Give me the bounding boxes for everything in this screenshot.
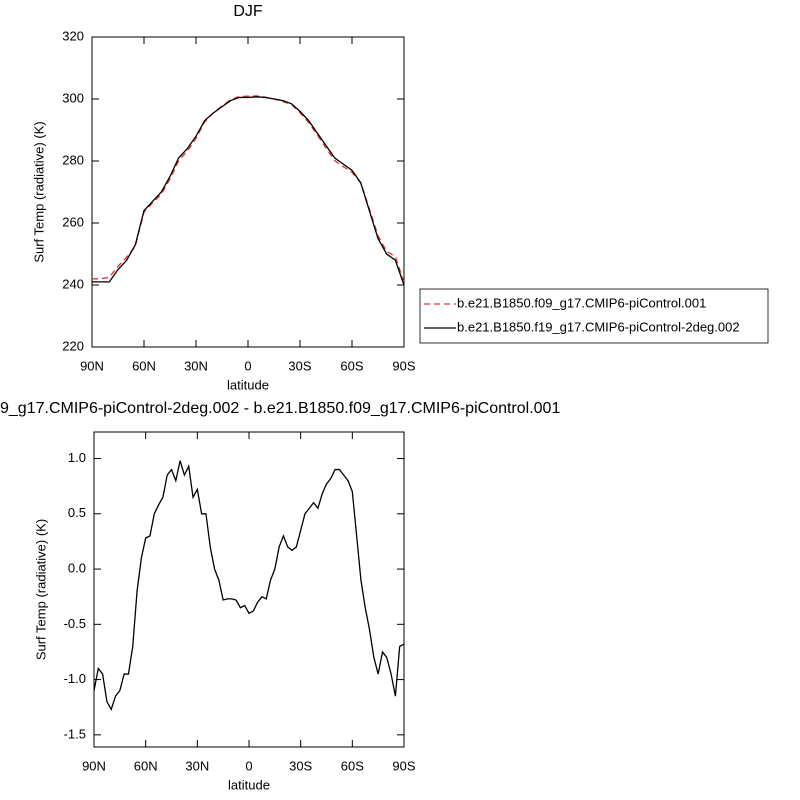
x-tick-label: 60S [340,358,363,373]
data-line [93,460,405,712]
x-tick-label: 60N [134,758,158,773]
x-tick-label: 90N [82,758,106,773]
legend-box [419,288,769,344]
chart-title: DJF [233,3,263,20]
y-tick-label: 0.5 [68,505,86,520]
y-axis-label: Surf Temp (radiative) (K) [31,121,46,262]
y-tick-label: -0.5 [64,616,86,631]
y-tick-label: 320 [62,28,84,43]
x-tick-label: 60S [341,758,364,773]
x-tick-label: 90S [392,358,415,373]
x-tick-label: 90S [392,758,415,773]
plot-frame [91,36,405,348]
y-tick-label: 0.0 [68,560,86,575]
x-tick-label: 0 [244,358,251,373]
y-tick-label: 1.0 [68,450,86,465]
x-tick-label: 30N [184,358,208,373]
x-axis-label: latitude [228,777,270,792]
data-line [92,95,405,284]
x-tick-label: 30S [288,358,311,373]
x-tick-label: 90N [80,358,104,373]
y-tick-label: 240 [62,276,84,291]
y-tick-label: 220 [62,338,84,353]
x-tick-label: 30N [185,758,209,773]
x-tick-label: 0 [245,758,252,773]
x-tick-label: 30S [289,758,312,773]
y-axis-label: Surf Temp (radiative) (K) [33,519,48,660]
legend-label: b.e21.B1850.f19_g17.CMIP6-piControl-2deg… [457,319,740,334]
y-tick-label: -1.5 [64,726,86,741]
x-axis-label: latitude [227,377,269,392]
legend-label: b.e21.B1850.f09_g17.CMIP6-piControl.001 [457,295,706,310]
x-tick-label: 60N [132,358,156,373]
data-line [92,96,405,286]
chart-title: 9_g17.CMIP6-piControl-2deg.002 - b.e21.B… [0,400,560,417]
y-tick-label: 300 [62,90,84,105]
y-tick-label: 280 [62,152,84,167]
plot-frame [93,431,405,748]
y-tick-label: -1.0 [64,671,86,686]
y-tick-label: 260 [62,214,84,229]
